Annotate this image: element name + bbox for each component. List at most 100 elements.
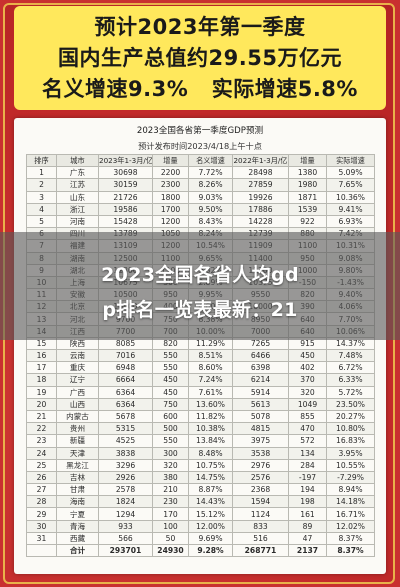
table-cell: 4 (26, 202, 57, 216)
table-cell: 3.95% (326, 446, 375, 460)
table-row: 21 内蒙古 5678 600 11.82% 5078 855 20.27% (26, 409, 375, 424)
table-cell: 450 (152, 385, 189, 399)
table-cell: 西藏 (56, 531, 99, 546)
table-cell: 230 (152, 495, 189, 509)
table-cell: 12.00% (188, 519, 233, 533)
table-cell: 2137 (288, 543, 327, 558)
table-header-row: 排序 城市 2023年1-3月/亿 增量 名义增速 2022年1-3月/亿 增量 实际增速 (26, 153, 375, 168)
table-cell: 1824 (98, 495, 153, 509)
table-cell: 300 (152, 446, 189, 460)
table-cell: 516 (232, 531, 289, 546)
table-cell: 1294 (98, 507, 153, 521)
table-cell: 22 (26, 422, 57, 436)
table-cell: 13.84% (188, 434, 233, 448)
table-row: 20 山西 6364 750 13.60% 5613 1049 23.50% (26, 397, 375, 411)
table-cell: 4815 (232, 422, 289, 436)
table-cell: 11.82% (188, 409, 233, 424)
table-cell: 5678 (98, 409, 153, 424)
caption-line-2: p排名一览表最新：21 (102, 299, 298, 321)
table-cell: 黑龙江 (56, 458, 99, 472)
table-cell: 6364 (98, 397, 153, 411)
table-cell: 2 (26, 178, 57, 192)
table-cell: 1124 (232, 507, 289, 521)
table-cell: 8.37% (326, 531, 375, 546)
table-cell: 9.50% (188, 202, 233, 216)
table-cell: 470 (288, 422, 327, 436)
table-cell: 16.71% (326, 507, 375, 521)
table-cell: 甘肃 (56, 483, 99, 497)
table-title: 2023全国各省第一季度GDP预测 (136, 126, 264, 136)
caption-overlay (0, 232, 400, 340)
table-cell: 27859 (232, 178, 289, 192)
table-cell: 9.28% (188, 543, 233, 558)
table-cell: 450 (152, 373, 189, 387)
column-header: 城市 (56, 153, 99, 168)
table-cell: 5.09% (326, 166, 375, 180)
table-cell: 1800 (152, 190, 189, 204)
table-cell: 浙江 (56, 202, 99, 216)
table-cell (26, 543, 57, 558)
table-cell: 云南 (56, 348, 99, 363)
table-cell: 1049 (288, 397, 327, 411)
table-cell: 17 (26, 361, 57, 375)
table-cell: 320 (152, 458, 189, 472)
table-cell: 198 (288, 495, 327, 509)
table-cell: 1200 (152, 214, 189, 229)
table-cell: 28 (26, 495, 57, 509)
table-cell: 河南 (56, 214, 99, 229)
table-cell: 2368 (232, 483, 289, 497)
table-row: 5 河南 15428 1200 8.43% 14228 922 6.93% (26, 214, 375, 229)
table-cell: 10.75% (188, 458, 233, 472)
table-cell: 贵州 (56, 422, 99, 436)
table-cell: 550 (152, 434, 189, 448)
table-cell: 25 (26, 458, 57, 472)
table-cell: 7.72% (188, 166, 233, 180)
table-cell: 1 (26, 166, 57, 180)
column-header: 排序 (26, 153, 57, 168)
table-cell: 8.60% (188, 361, 233, 375)
table-cell: 23 (26, 434, 57, 448)
table-cell: 30 (26, 519, 57, 533)
table-cell: 293701 (98, 543, 153, 558)
table-row: 16 云南 7016 550 8.51% 6466 450 7.48% (26, 348, 375, 363)
table-cell: 14.75% (188, 470, 233, 485)
caption-text: 2023全国各省人均gd p排名一览表最新：21 (0, 258, 400, 328)
table-cell: 20 (26, 397, 57, 411)
table-cell: 402 (288, 361, 327, 375)
table-cell: 24930 (152, 543, 189, 558)
table-cell: 重庆 (56, 361, 99, 375)
table-row: 28 海南 1824 230 14.43% 1594 198 14.18% (26, 495, 375, 509)
table-cell: 9.69% (188, 531, 233, 546)
column-header: 2023年1-3月/亿 (98, 153, 153, 168)
column-header: 增量 (288, 153, 327, 168)
table-cell: 5914 (232, 385, 289, 399)
table-cell: 3975 (232, 434, 289, 448)
table-cell: 26 (26, 470, 57, 485)
table-cell: 15.12% (188, 507, 233, 521)
table-row: 19 广西 6364 450 7.61% 5914 320 5.72% (26, 385, 375, 399)
table-cell: 550 (152, 361, 189, 375)
table-cell: 合计 (56, 543, 99, 558)
table-cell: 5.72% (326, 385, 375, 399)
table-cell: 8.48% (188, 446, 233, 460)
table-cell: 7.65% (326, 178, 375, 192)
table-cell: 1539 (288, 202, 327, 216)
table-cell: 2200 (152, 166, 189, 180)
table-cell: 8.87% (188, 483, 233, 497)
table-cell: 5 (26, 214, 57, 229)
table-cell: -197 (288, 470, 327, 485)
table-cell: 284 (288, 458, 327, 472)
table-cell: -7.29% (326, 470, 375, 485)
table-cell: 31 (26, 531, 57, 546)
table-cell: 30698 (98, 166, 153, 180)
table-cell: 600 (152, 409, 189, 424)
table-row: 2 江苏 30159 2300 8.26% 27859 1980 7.65% (26, 178, 375, 192)
table-cell: 8.94% (326, 483, 375, 497)
column-header: 增量 (152, 153, 189, 168)
table-row: 24 天津 3838 300 8.48% 3538 134 3.95% (26, 446, 375, 460)
table-cell: 吉林 (56, 470, 99, 485)
table-cell: 新疆 (56, 434, 99, 448)
table-cell: 550 (152, 348, 189, 363)
table-row: 25 黑龙江 3296 320 10.75% 2976 284 10.55% (26, 458, 375, 472)
gdp-table-document: 2023全国各省第一季度GDP预测 预计发布时间2023/4/18上午十点 排序… (14, 118, 386, 574)
